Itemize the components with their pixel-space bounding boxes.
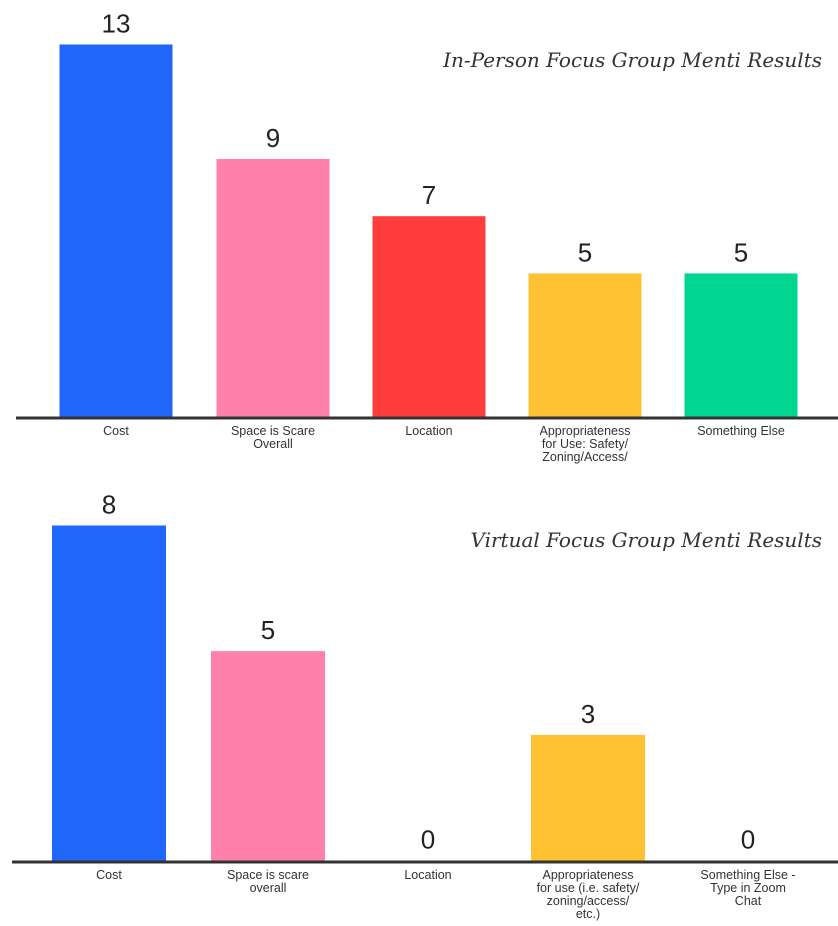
virtual-chart-plot: 8 Cost 5 Space is scare overall 0 Location 3 App… xyxy=(12,490,838,921)
category-label: Cost xyxy=(96,868,122,882)
in-person-chart: 13 Cost 9 Space is Scare Overall 7 Location 5 Ap… xyxy=(16,9,838,464)
bar xyxy=(528,273,642,417)
category-label: Space is scare overall xyxy=(227,868,309,895)
data-label: 0 xyxy=(421,825,435,855)
category-label-line: Space is scare xyxy=(227,868,309,882)
category-label: Space is Scare Overall xyxy=(231,424,315,451)
bar xyxy=(531,734,645,861)
in-person-chart-plot: 13 Cost 9 Space is Scare Overall 7 Location 5 Ap… xyxy=(16,9,838,464)
category-label-line: Appropriateness xyxy=(539,424,630,438)
category-label-line: Overall xyxy=(253,437,293,451)
data-label: 5 xyxy=(578,237,592,267)
category-label-line: Something Else - xyxy=(700,868,795,882)
category-label: Location xyxy=(405,424,452,438)
category-label-line: for use (i.e. safety/ xyxy=(537,881,640,895)
category-label-line: Cost xyxy=(103,424,129,438)
category-label-line: Chat xyxy=(735,894,762,908)
category-label: Cost xyxy=(103,424,129,438)
data-label: 3 xyxy=(581,699,595,729)
category-label-line: overall xyxy=(250,881,287,895)
category-label-line: etc.) xyxy=(576,907,600,921)
data-label: 9 xyxy=(266,123,280,153)
bar xyxy=(59,44,173,417)
category-label-line: Location xyxy=(405,424,452,438)
data-label: 0 xyxy=(741,825,755,855)
bar xyxy=(211,651,325,861)
data-label: 5 xyxy=(734,237,748,267)
category-label-line: Appropriateness xyxy=(542,868,633,882)
category-label-line: zoning/access/ xyxy=(547,894,630,908)
bar xyxy=(684,273,798,417)
category-label-line: Cost xyxy=(96,868,122,882)
category-label: Something Else -Type in Zoom Chat xyxy=(700,868,795,908)
category-label-line: Location xyxy=(404,868,451,882)
chart-title: In-Person Focus Group Menti Results xyxy=(443,48,822,72)
data-label: 5 xyxy=(261,615,275,645)
bar xyxy=(216,158,330,417)
chart-title: Virtual Focus Group Menti Results xyxy=(470,528,822,552)
category-label-line: Zoning/Access/ xyxy=(542,450,628,464)
virtual-chart: 8 Cost 5 Space is scare overall 0 Location 3 App… xyxy=(0,480,838,926)
category-label-line: for Use: Safety/ xyxy=(542,437,629,451)
data-label: 8 xyxy=(102,490,116,520)
category-label-line: Something Else xyxy=(697,424,785,438)
category-label: Something Else xyxy=(697,424,785,438)
data-label: 7 xyxy=(422,180,436,210)
category-label: Appropriateness for Use: Safety/Zoning/Ac… xyxy=(539,424,630,464)
bar xyxy=(372,216,486,417)
data-label: 13 xyxy=(102,9,131,39)
category-label-line: Space is Scare xyxy=(231,424,315,438)
category-label: Appropriateness for use (i.e. safety/zoni… xyxy=(537,868,640,921)
category-label-line: Type in Zoom xyxy=(710,881,786,895)
category-label: Location xyxy=(404,868,451,882)
bar xyxy=(52,525,166,861)
